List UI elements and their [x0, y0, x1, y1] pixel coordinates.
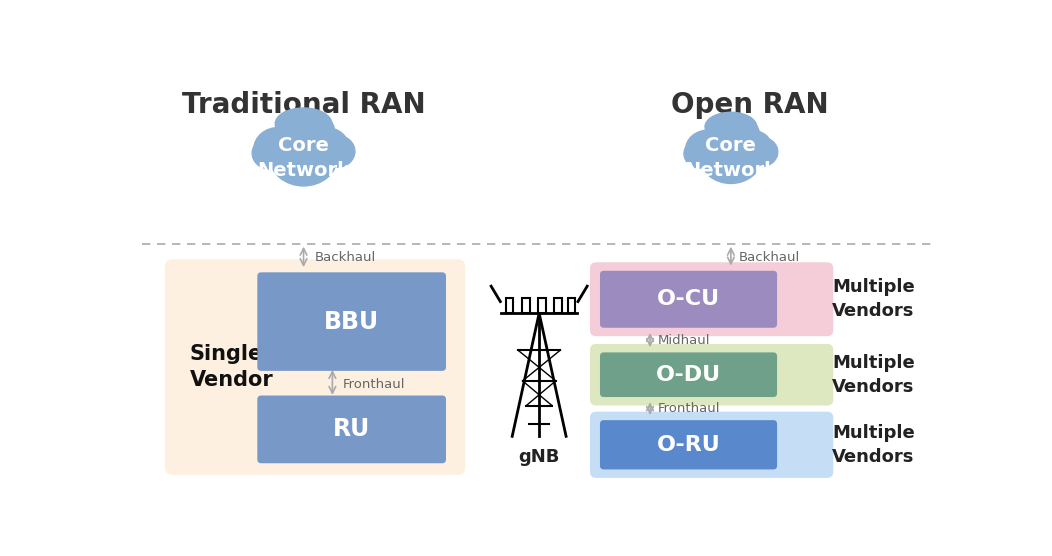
Bar: [538, 297, 546, 313]
Bar: [568, 297, 575, 313]
Ellipse shape: [276, 115, 315, 151]
FancyBboxPatch shape: [590, 411, 833, 478]
Ellipse shape: [705, 112, 756, 141]
Ellipse shape: [299, 115, 335, 147]
Text: Backhaul: Backhaul: [315, 251, 376, 264]
Ellipse shape: [686, 130, 731, 169]
Ellipse shape: [270, 129, 338, 186]
Text: Core
Network: Core Network: [257, 136, 350, 180]
Text: Multiple
Vendors: Multiple Vendors: [832, 354, 914, 395]
Text: O-CU: O-CU: [656, 289, 720, 309]
Text: gNB: gNB: [519, 448, 560, 466]
Text: Core
Network: Core Network: [685, 136, 777, 180]
Bar: [506, 297, 513, 313]
Ellipse shape: [303, 127, 348, 166]
Text: O-RU: O-RU: [656, 435, 721, 455]
Ellipse shape: [730, 130, 772, 166]
Text: Open RAN: Open RAN: [671, 91, 829, 120]
Text: Backhaul: Backhaul: [739, 251, 800, 264]
Ellipse shape: [684, 139, 716, 168]
Text: Midhaul: Midhaul: [658, 334, 710, 346]
FancyBboxPatch shape: [258, 395, 446, 463]
Ellipse shape: [727, 119, 760, 148]
Ellipse shape: [254, 127, 304, 170]
Bar: [522, 297, 529, 313]
FancyBboxPatch shape: [258, 272, 446, 371]
Text: Multiple
Vendors: Multiple Vendors: [832, 279, 914, 320]
Ellipse shape: [252, 137, 287, 169]
FancyBboxPatch shape: [590, 262, 833, 336]
Text: RU: RU: [333, 418, 370, 441]
FancyBboxPatch shape: [590, 344, 833, 405]
Ellipse shape: [746, 137, 777, 166]
Text: Traditional RAN: Traditional RAN: [182, 91, 425, 120]
Text: Fronthaul: Fronthaul: [658, 402, 721, 415]
Text: Fronthaul: Fronthaul: [343, 378, 406, 391]
Text: Multiple
Vendors: Multiple Vendors: [832, 424, 914, 465]
Text: O-DU: O-DU: [656, 365, 721, 385]
Ellipse shape: [320, 136, 355, 167]
Text: Single
Vendor: Single Vendor: [189, 344, 274, 390]
FancyBboxPatch shape: [600, 353, 777, 397]
Bar: [554, 297, 562, 313]
Ellipse shape: [701, 132, 762, 183]
FancyBboxPatch shape: [165, 259, 465, 475]
Ellipse shape: [705, 119, 741, 151]
Ellipse shape: [276, 108, 331, 140]
FancyBboxPatch shape: [600, 420, 777, 469]
FancyBboxPatch shape: [600, 271, 777, 327]
Text: BBU: BBU: [324, 310, 379, 334]
